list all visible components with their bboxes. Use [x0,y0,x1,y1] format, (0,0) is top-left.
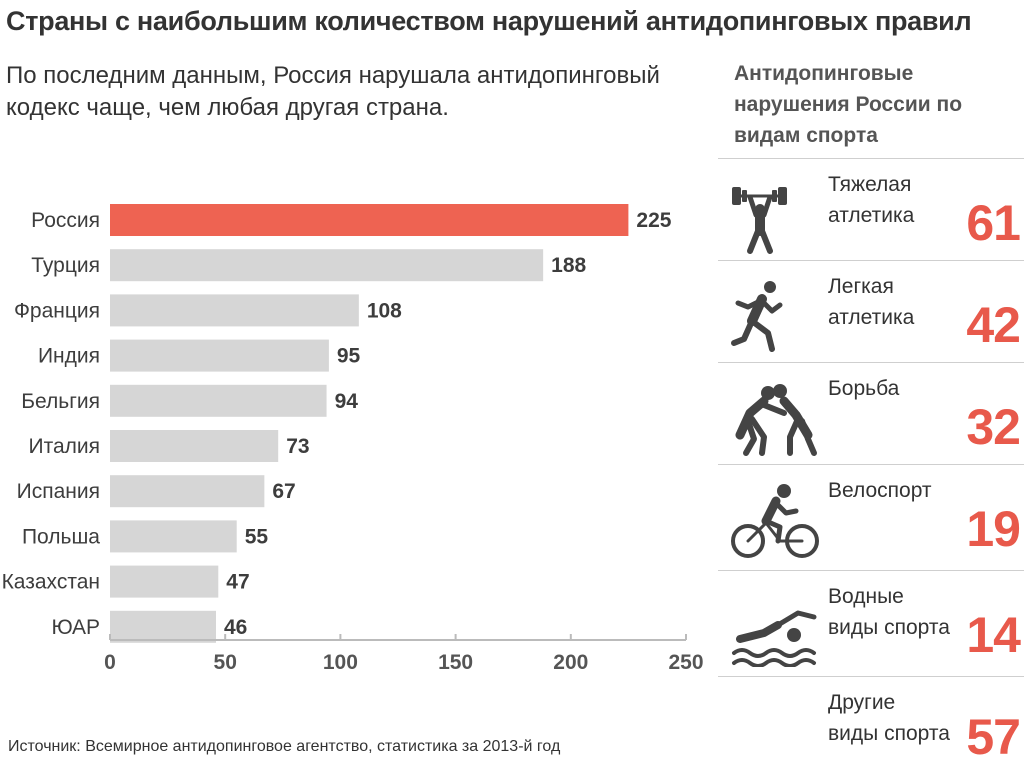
x-tick-label: 50 [214,651,237,674]
category-label: Турция [31,254,100,277]
sport-value: 19 [966,501,1021,557]
value-label: 47 [226,571,249,594]
category-label: Италия [28,435,100,458]
bar-9 [110,565,219,598]
category-label: Франция [14,299,100,322]
sport-value: 14 [966,607,1021,663]
value-label: 188 [551,254,586,277]
sport-name: Велоспорт [828,479,932,502]
category-label: ЮАР [51,616,100,639]
x-tick-label: 0 [104,651,116,674]
x-tick-label: 250 [668,651,703,674]
sport-value: 57 [966,709,1021,765]
bar-8 [110,520,237,553]
value-label: 94 [335,390,359,413]
sport-row-weightlifting: Тяжелая атлетика 61 [718,158,1024,263]
sport-value: 61 [966,195,1021,251]
bar-3 [110,294,359,327]
bar-1 [110,204,629,236]
category-label: Бельгия [21,390,100,413]
value-label: 108 [367,299,402,322]
bar-5 [110,384,327,417]
sport-name: Водные виды спорта [828,585,950,639]
swimming-icon [732,610,817,667]
value-label: 55 [245,525,269,548]
value-label: 46 [224,616,247,639]
chart-subtitle: По последним данным, Россия нарушала ант… [6,62,660,121]
category-label: Россия [31,209,100,232]
sport-name: Борьба [828,377,900,400]
value-label: 225 [636,209,671,232]
sport-name: Легкая атлетика [828,275,915,329]
sport-row-wrestling: Борьба 32 [718,362,1024,467]
x-tick-label: 200 [553,651,588,674]
category-label: Польша [22,525,100,548]
value-label: 73 [286,435,309,458]
bar-chart: Россия 225 Турция 188 Франция 108 Индия 95 Бельг… [2,204,704,674]
value-label: 95 [337,345,361,368]
wrestling-icon [735,384,817,456]
cycling-icon [731,484,819,558]
category-label: Индия [38,345,100,368]
sport-value: 42 [966,297,1021,353]
bar-4 [110,339,329,372]
source-note: Источник: Всемирное антидопинговое агент… [8,738,561,755]
category-label: Казахстан [2,571,100,594]
chart-title: Страны с наибольшим количеством нарушени… [6,6,972,36]
bar-6 [110,430,279,462]
running-icon [731,281,783,352]
sport-row-swimming: Водные виды спорта 14 [718,570,1024,675]
sport-value: 32 [966,399,1021,455]
sports-panel-title: Антидопинговые нарушения России по видам… [734,62,963,147]
bar-2 [110,249,544,282]
bar-7 [110,475,265,508]
x-tick-label: 100 [323,651,358,674]
sport-name: Другие виды спорта [828,691,950,745]
x-tick-label: 150 [438,651,473,674]
weightlifting-icon [732,187,787,254]
value-label: 67 [272,480,295,503]
sport-row-athletics: Легкая атлетика 42 [718,260,1024,365]
category-label: Испания [17,480,100,503]
sport-row-cycling: Велоспорт 19 [718,464,1024,569]
sport-row-other: Другие виды спорта 57 [718,676,1024,768]
sport-name: Тяжелая атлетика [828,173,915,227]
bar-10 [110,610,216,643]
